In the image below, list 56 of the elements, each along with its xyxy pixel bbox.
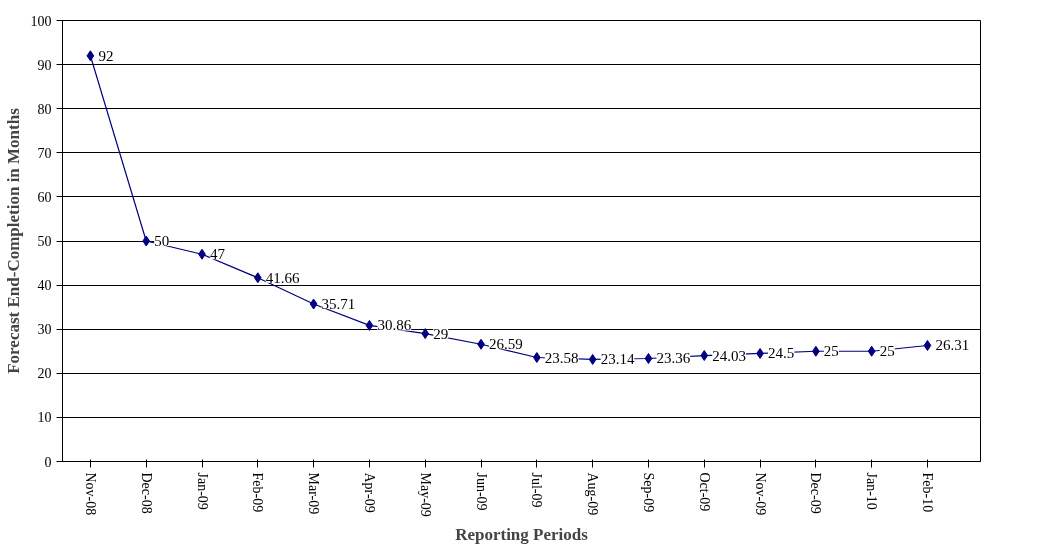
point — [86, 50, 95, 62]
point — [253, 272, 262, 284]
data-label: 41.66 — [265, 269, 301, 286]
data-label: 24.03 — [712, 347, 747, 364]
y-tick-label: 80 — [37, 101, 52, 117]
x-tick-label: Jun-09 — [473, 472, 489, 511]
point — [421, 328, 430, 340]
data-label: 35.71 — [321, 296, 356, 313]
data-label: 26.59 — [489, 336, 523, 353]
point — [644, 352, 653, 364]
y-tick-label: 30 — [37, 322, 52, 338]
x-tick-label: Oct-09 — [696, 472, 712, 512]
point — [365, 319, 374, 331]
x-tick-label: Nov-09 — [752, 472, 768, 516]
point — [588, 353, 597, 365]
y-tick-label: 20 — [37, 366, 52, 382]
x-tick-label: Sep-09 — [640, 472, 656, 513]
y-axis-title: Forecast End-Completion in Months — [3, 107, 23, 374]
y-tick-label: 90 — [37, 57, 52, 73]
x-tick-label: Mar-09 — [306, 472, 322, 515]
point — [867, 345, 876, 357]
x-axis-title: Reporting Periods — [455, 524, 589, 544]
data-label: 29 — [433, 325, 449, 342]
y-tick-label: 0 — [44, 454, 52, 470]
x-tick-label: Apr-09 — [361, 472, 377, 513]
data-label: 92 — [98, 47, 114, 64]
data-label: 50 — [154, 233, 170, 249]
y-tick-label: 70 — [37, 145, 52, 161]
x-tick-label: Dec-08 — [138, 472, 154, 514]
y-tick-label: 40 — [37, 278, 52, 294]
x-tick-label: Dec-09 — [808, 472, 824, 514]
x-tick-label: Nov-08 — [82, 472, 98, 516]
data-label: 47 — [210, 246, 226, 263]
data-label: 25 — [823, 343, 839, 360]
x-tick-label: Feb-10 — [919, 472, 935, 513]
data-label: 23.58 — [544, 349, 579, 366]
data-label: 26.31 — [935, 337, 970, 354]
x-tick-label: Jan-10 — [864, 472, 880, 510]
point — [142, 235, 151, 247]
x-tick-label: May-09 — [417, 472, 433, 517]
data-label: 30.86 — [377, 317, 412, 334]
point — [309, 298, 318, 310]
y-tick-label: 100 — [30, 13, 52, 29]
y-tick-label: 60 — [37, 189, 52, 205]
point — [700, 350, 709, 362]
y-tick-label: 50 — [37, 234, 52, 249]
y-tick-label: 10 — [37, 410, 52, 426]
x-tick-label: Jan-09 — [194, 472, 210, 510]
data-label: 25 — [879, 343, 895, 360]
x-tick-label: Feb-09 — [250, 472, 266, 513]
point — [923, 339, 932, 351]
data-label: 24.5 — [768, 345, 795, 362]
x-tick-label: Jul-09 — [529, 472, 545, 508]
x-tick-label: Aug-09 — [585, 472, 601, 516]
data-label: 23.36 — [656, 350, 691, 367]
data-label: 23.14 — [600, 351, 635, 368]
